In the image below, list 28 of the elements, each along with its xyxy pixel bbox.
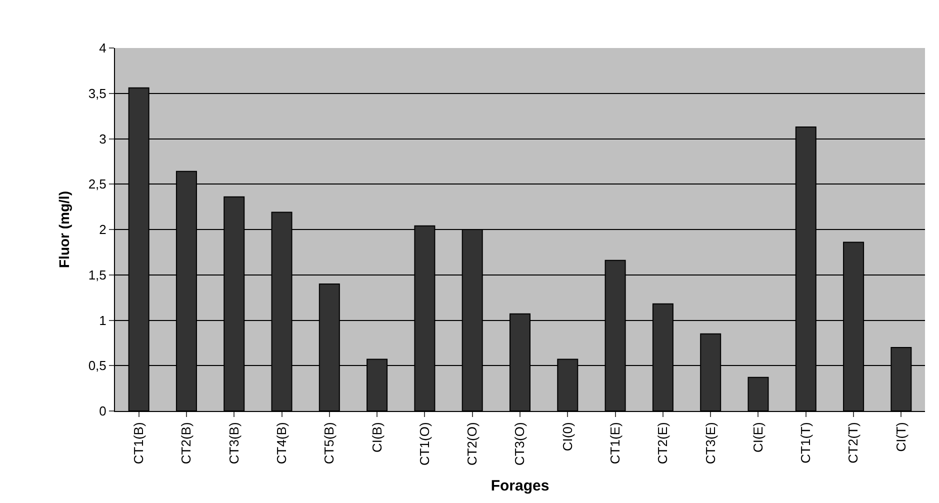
x-tick-label: CT2(B) bbox=[178, 422, 194, 464]
x-tick-label: CT2(O) bbox=[464, 422, 480, 466]
y-tick-label: 4 bbox=[99, 40, 106, 56]
x-tick-label: CI(0) bbox=[560, 422, 575, 452]
x-tick-label: CT5(B) bbox=[322, 422, 337, 464]
x-tick-label: CT1(B) bbox=[131, 422, 146, 464]
y-tick-label: 1 bbox=[99, 312, 106, 328]
x-tick-label: CT3(O) bbox=[512, 422, 528, 466]
x-tick-label: CI(E) bbox=[750, 422, 766, 453]
y-axis-title: Fluor (mg/l) bbox=[56, 191, 72, 268]
y-tick-label: 0 bbox=[99, 404, 106, 419]
x-tick-label: CT3(B) bbox=[226, 422, 242, 464]
x-tick-label: CI(T) bbox=[893, 422, 908, 452]
x-tick-label: CT1(E) bbox=[608, 422, 623, 464]
x-tick-label: CT1(T) bbox=[798, 422, 814, 464]
y-tick-label: 0,5 bbox=[88, 358, 106, 374]
x-tick-label: CT2(T) bbox=[846, 422, 861, 464]
x-tick-label: CT2(E) bbox=[655, 422, 670, 464]
x-tick-label: CI(B) bbox=[369, 422, 384, 453]
y-tick-label: 2 bbox=[99, 222, 106, 238]
x-tick-label: CT1(O) bbox=[416, 422, 432, 466]
x-axis-title: Forages bbox=[490, 478, 550, 495]
y-tick-label: 3,5 bbox=[88, 86, 106, 101]
y-tick-label: 1,5 bbox=[88, 267, 106, 282]
y-tick-label: 3 bbox=[99, 131, 106, 146]
y-tick-label: 2,5 bbox=[88, 176, 106, 192]
x-tick-label: CT4(B) bbox=[274, 422, 289, 464]
x-tick-label: CT3(E) bbox=[702, 422, 718, 464]
